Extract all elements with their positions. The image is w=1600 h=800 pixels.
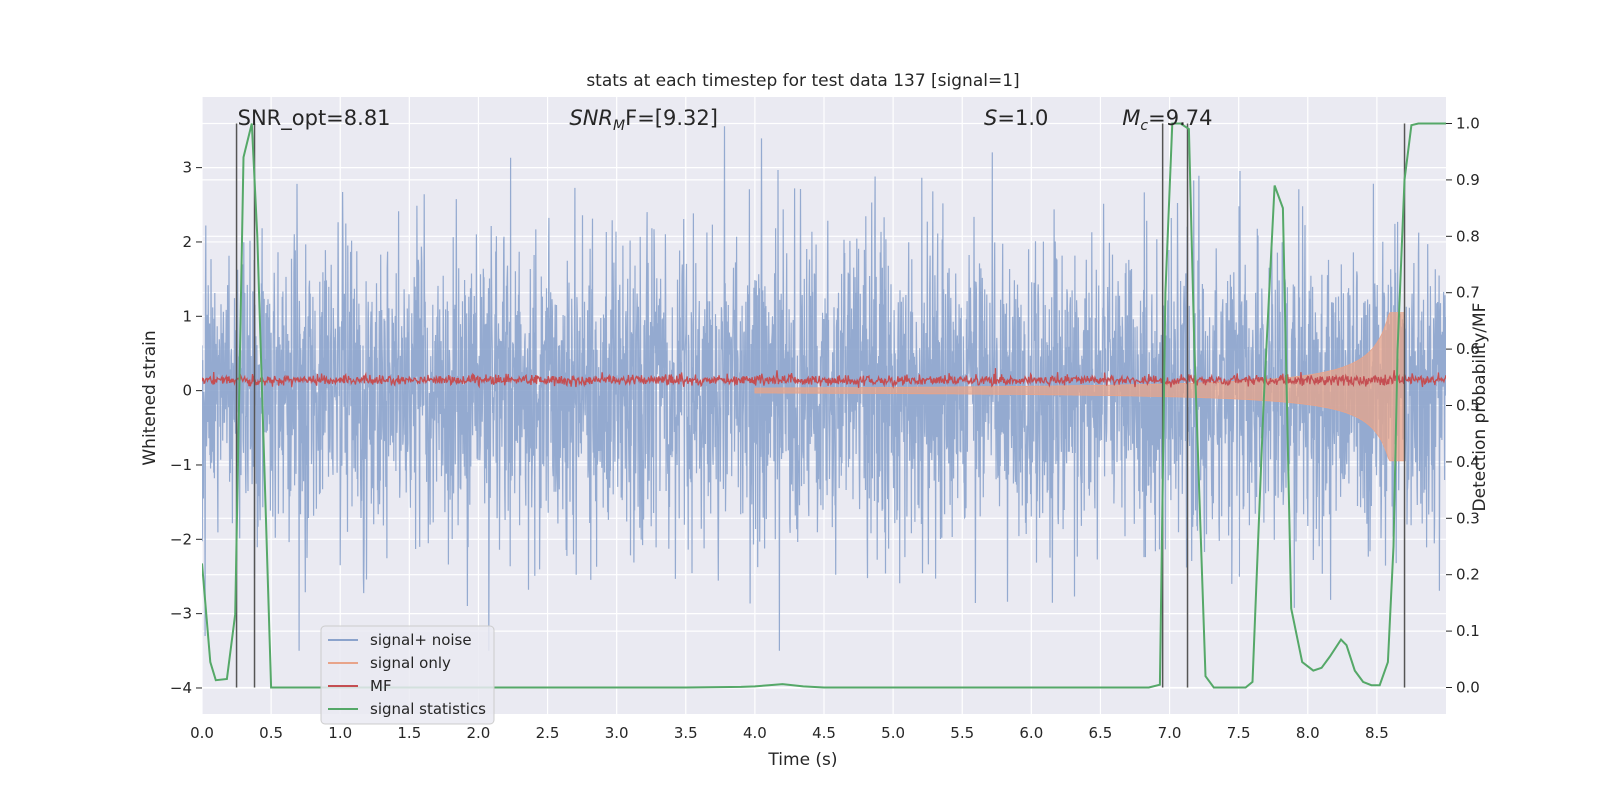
legend-label-signal-noise: signal+ noise	[370, 631, 472, 649]
x-tick-label: 4.0	[743, 724, 767, 742]
y-right-tick-label: 0.5	[1456, 397, 1480, 415]
x-tick-label: 2.0	[467, 724, 491, 742]
x-tick-label: 6.5	[1089, 724, 1113, 742]
y-axis-right: 0.0 0.1 0.2 0.3 0.4 0.5 0.6 0.7 0.8 0.9 1.0	[1446, 115, 1480, 696]
y-right-tick-label: 1.0	[1456, 115, 1480, 133]
event-markers	[235, 123, 1406, 688]
x-tick-label: 7.0	[1158, 724, 1182, 742]
legend-label-mf: MF	[370, 677, 392, 695]
y-right-tick-label: 0.8	[1456, 227, 1480, 245]
x-axis-label: Time (s)	[767, 750, 837, 770]
y-axis-left-label: Whitened strain	[140, 330, 160, 465]
x-tick-label: 2.5	[536, 724, 560, 742]
legend-label-signal-only: signal only	[370, 654, 451, 672]
series-signal-statistics	[202, 122, 1446, 689]
x-tick-label: 5.5	[950, 724, 974, 742]
y-left-tick-label: −3	[170, 605, 192, 623]
y-left-tick-label: 3	[182, 159, 192, 177]
x-tick-label: 1.5	[397, 724, 421, 742]
x-tick-label: 6.0	[1019, 724, 1043, 742]
x-tick-label: 8.5	[1365, 724, 1389, 742]
y-right-tick-label: 0.2	[1456, 566, 1480, 584]
y-right-tick-label: 0.4	[1456, 453, 1480, 471]
y-right-tick-label: 0.7	[1456, 284, 1480, 302]
annotation-text: SNR_opt=8.81	[238, 106, 391, 131]
x-tick-label: 8.0	[1296, 724, 1320, 742]
annotation-text: S=1.0	[984, 106, 1048, 130]
legend: signal+ noise signal only MF signal stat…	[320, 625, 495, 725]
y-left-tick-label: −2	[170, 530, 192, 548]
y-right-tick-label: 0.9	[1456, 171, 1480, 189]
y-left-tick-label: −4	[170, 679, 192, 697]
y-left-tick-label: −1	[170, 456, 192, 474]
x-tick-label: 1.0	[328, 724, 352, 742]
series-mf	[202, 368, 1446, 389]
y-axis-right-label: Detection probability/MF	[1470, 303, 1490, 512]
annotation-text: Mc=9.74	[1122, 106, 1212, 134]
y-right-tick-label: 0.3	[1456, 509, 1480, 527]
x-tick-label: 0.5	[259, 724, 283, 742]
y-left-tick-label: 0	[182, 382, 192, 400]
legend-label-signal-statistics: signal statistics	[370, 700, 486, 718]
x-tick-label: 0.0	[190, 724, 214, 742]
y-right-tick-label: 0.1	[1456, 622, 1480, 640]
y-left-tick-label: 1	[182, 307, 192, 325]
annotation-text: SNRMF=[9.32]	[569, 106, 718, 134]
y-axis-left: −4 −3 −2 −1 0 1 2 3	[170, 159, 202, 697]
x-tick-label: 7.5	[1227, 724, 1251, 742]
legend-box	[320, 625, 495, 725]
x-tick-label: 3.5	[674, 724, 698, 742]
y-right-tick-label: 0.0	[1456, 678, 1480, 696]
x-tick-label: 3.0	[605, 724, 629, 742]
x-tick-label: 4.5	[812, 724, 836, 742]
y-right-tick-label: 0.6	[1456, 340, 1480, 358]
x-tick-label: 5.0	[881, 724, 905, 742]
y-left-tick-label: 2	[182, 233, 192, 251]
chart-title: stats at each timestep for test data 137…	[586, 71, 1019, 91]
annotations: SNR_opt=8.81 SNRMF=[9.32] S=1.0 Mc=9.74	[238, 106, 1213, 134]
x-axis: 0.0 0.5 1.0 1.5 2.0 2.5 3.0 3.5 4.0 4.5 5.0 5.5 6.0 6…	[190, 724, 1389, 742]
